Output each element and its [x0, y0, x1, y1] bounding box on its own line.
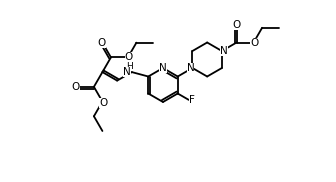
Text: N: N — [220, 46, 228, 56]
Text: N: N — [123, 67, 131, 77]
Text: O: O — [250, 37, 259, 48]
Text: O: O — [72, 82, 80, 92]
Text: O: O — [125, 52, 133, 62]
Text: N: N — [186, 63, 194, 73]
Text: O: O — [233, 19, 241, 29]
Text: F: F — [189, 95, 195, 105]
Text: O: O — [97, 38, 106, 48]
Text: O: O — [99, 98, 108, 108]
Text: H: H — [126, 62, 133, 71]
Text: N: N — [159, 63, 167, 73]
